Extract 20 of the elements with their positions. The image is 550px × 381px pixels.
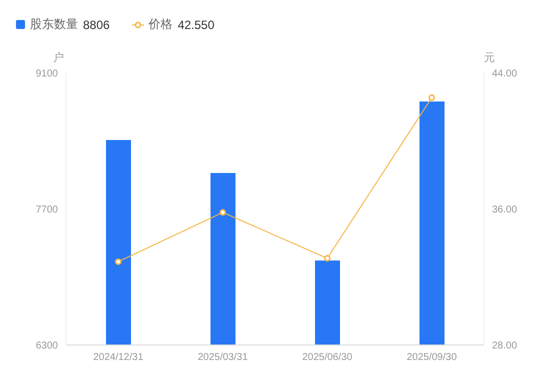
y2-tick-label: 28.00	[492, 340, 518, 352]
x-tick-label: 2025/03/31	[198, 352, 248, 364]
point	[428, 94, 435, 101]
text: 8806	[83, 18, 110, 32]
y2-tick-label: 44.00	[492, 68, 518, 80]
point	[324, 255, 330, 262]
y-axis-title: 户	[53, 50, 64, 65]
y-tick-label: 6300	[36, 340, 58, 352]
y-tick-label: 9100	[36, 68, 58, 80]
legend-label: 价格	[148, 16, 173, 33]
legend-label: 股东数量	[30, 16, 78, 33]
point	[220, 209, 226, 216]
y2-axis-title: 元	[484, 51, 495, 65]
y2-tick-label: 36.00	[492, 204, 518, 216]
y-tick-label: 7700	[36, 204, 58, 216]
point	[115, 258, 122, 265]
x-tick-label: 2025/06/30	[302, 352, 353, 364]
x-tick-label: 2024/12/31	[93, 352, 144, 364]
x-tick-label: 2025/09/30	[406, 352, 458, 364]
text: 42.550	[178, 18, 214, 32]
